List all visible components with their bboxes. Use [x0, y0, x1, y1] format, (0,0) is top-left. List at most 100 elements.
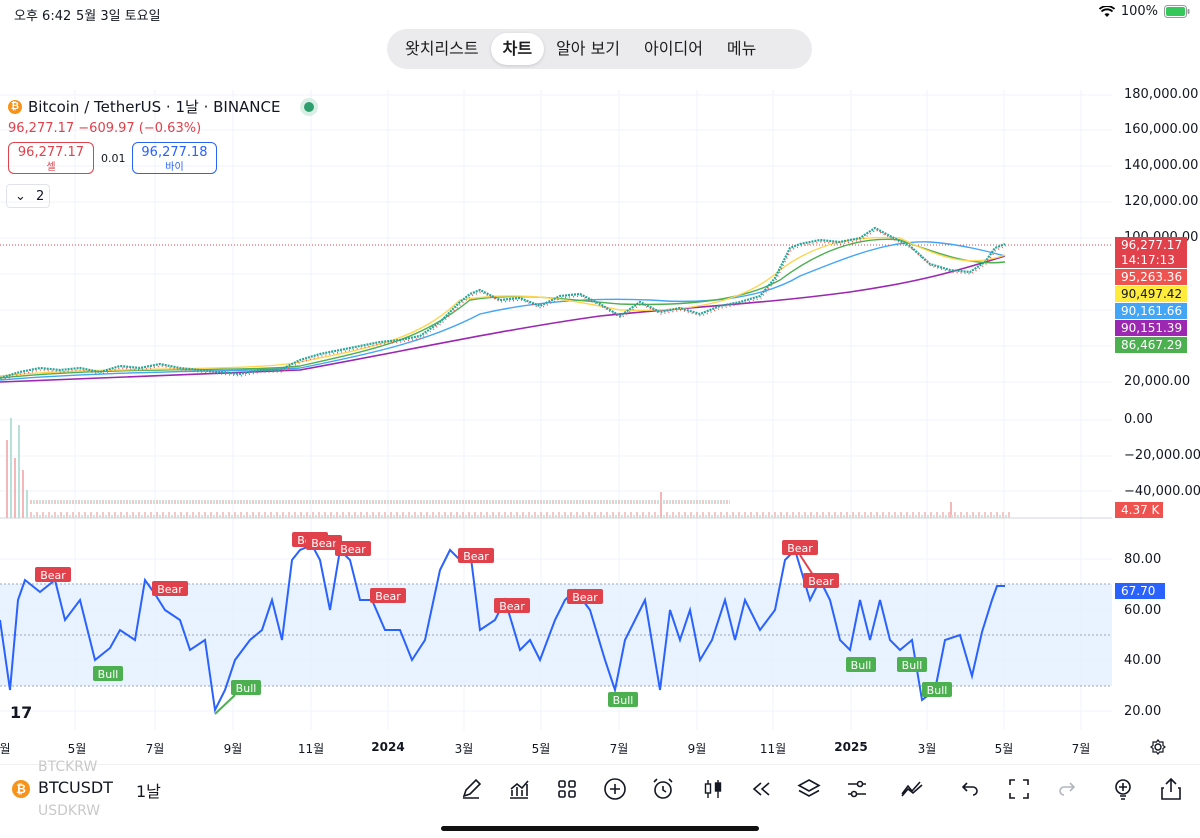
grid-icon[interactable]	[553, 775, 581, 803]
ma-blue-line	[0, 241, 1006, 381]
symbol-title[interactable]: ₿ Bitcoin / TetherUS · 1날 · BINANCE	[8, 96, 315, 117]
bull-label: Bull	[236, 682, 257, 695]
add-icon[interactable]	[601, 775, 629, 803]
indicators-count: 2	[36, 189, 45, 204]
ma-tag-red: 95,263.36	[1115, 269, 1187, 285]
undo-icon[interactable]	[956, 775, 984, 803]
share-icon[interactable]	[1157, 775, 1185, 803]
ma-tag-yellow: 90,497.42	[1115, 286, 1187, 302]
rsi-axis-label: 60.00	[1124, 603, 1162, 618]
bear-label: Bear	[340, 543, 366, 556]
chevron-down-icon: ⌄	[15, 189, 26, 204]
price-axis-label: 20,000.00	[1124, 374, 1191, 389]
bear-label: Bear	[499, 600, 525, 613]
time-axis-label: 3월	[454, 742, 474, 756]
time-axis-label: 7월	[1071, 742, 1091, 756]
main-tabs: 왓치리스트 차트 알아 보기 아이디어 메뉴	[387, 29, 812, 69]
bear-label: Bear	[463, 550, 489, 563]
bull-label: Bull	[927, 684, 948, 697]
sell-label: 셀	[46, 162, 56, 173]
price-axis-label: −20,000.00	[1124, 448, 1200, 463]
bottom-toolbar: BTCKRW ₿ BTCUSDT 1날 USDKRW	[0, 759, 1200, 819]
volume-bars	[6, 418, 952, 518]
buy-button[interactable]: 96,277.18 바이	[132, 142, 217, 174]
price-series-red	[0, 229, 1007, 381]
idea-icon[interactable]	[1109, 775, 1137, 803]
time-axis-label: 9월	[687, 742, 707, 756]
ma-yellow-line	[0, 236, 1006, 377]
status-bar: 오후 6:42 5월 3일 토요일 100%	[0, 0, 1200, 24]
fullscreen-icon[interactable]	[1005, 775, 1033, 803]
price-axis-label: 120,000.00	[1124, 194, 1199, 209]
status-right: 100%	[1098, 4, 1190, 19]
pen-icon[interactable]	[457, 775, 485, 803]
bull-label: Bull	[613, 694, 634, 707]
time-axis-label: 5월	[67, 742, 87, 756]
bull-label: Bull	[851, 659, 872, 672]
settings-icon[interactable]	[843, 775, 871, 803]
candles-icon[interactable]	[699, 775, 727, 803]
sell-button[interactable]: 96,277.17 셀	[8, 142, 94, 174]
rsi-line	[0, 543, 1005, 714]
tradingview-logo: 17	[10, 703, 33, 722]
time-axis-label: 2025	[834, 740, 868, 754]
symbol-selector[interactable]: BTCUSDT	[38, 778, 113, 797]
status-time: 오후 6:42	[14, 9, 72, 24]
bitcoin-icon: ₿	[8, 99, 22, 114]
symbol-title-text: Bitcoin / TetherUS · 1날 · BINANCE	[28, 98, 281, 116]
battery-icon	[1164, 5, 1190, 18]
price-axis-label: 160,000.00	[1124, 122, 1199, 137]
ghost-symbol-below: USDKRW	[38, 803, 101, 819]
countdown-tag: 14:17:13	[1115, 252, 1187, 268]
time-axis-label: 7월	[145, 742, 165, 756]
bear-label: Bear	[808, 575, 834, 588]
rsi-axis-label: 80.00	[1124, 552, 1162, 567]
tab-explore[interactable]: 알아 보기	[556, 39, 621, 58]
trend-icon[interactable]	[898, 775, 926, 803]
grid-lines	[0, 90, 1112, 730]
volume-tag: 4.37 K	[1115, 502, 1163, 518]
status-date: 5월 3일 토요일	[76, 9, 161, 24]
home-indicator[interactable]	[441, 826, 759, 831]
sell-price: 96,277.17	[17, 145, 85, 160]
ma-tag-purple: 90,151.39	[1115, 320, 1187, 336]
time-axis-label: 5월	[531, 742, 551, 756]
indicators-collapse-button[interactable]: ⌄ 2	[6, 184, 50, 208]
spread-value: 0.01	[101, 152, 126, 165]
bear-label: Bear	[572, 591, 598, 604]
tab-watchlist[interactable]: 왓치리스트	[405, 39, 479, 58]
tab-ideas[interactable]: 아이디어	[644, 39, 703, 58]
layers-icon[interactable]	[795, 775, 823, 803]
redo-icon[interactable]	[1053, 775, 1081, 803]
wifi-icon	[1098, 5, 1115, 17]
chart-canvas[interactable]: Bear Bear Bear Bear Bear Bear Bear Bear …	[0, 84, 1200, 764]
rsi-bull-line-1	[214, 694, 236, 715]
price-series	[0, 226, 1006, 380]
price-axis-label: −40,000.00	[1124, 484, 1200, 499]
time-axis-label: 11월	[759, 742, 787, 756]
current-price-tag: 96,277.17	[1115, 237, 1187, 253]
bear-label: Bear	[375, 590, 401, 603]
chart-settings-icon[interactable]	[1150, 739, 1166, 755]
bull-label: Bull	[902, 659, 923, 672]
time-axis-label: 11월	[297, 742, 325, 756]
bitcoin-icon: ₿	[12, 780, 30, 798]
ghost-symbol-above: BTCKRW	[38, 759, 98, 775]
price-axis-label: 180,000.00	[1124, 87, 1199, 102]
bear-label: Bear	[157, 583, 183, 596]
interval-selector[interactable]: 1날	[136, 782, 161, 801]
market-status-icon	[304, 101, 315, 112]
ma-tag-green: 86,467.29	[1115, 337, 1187, 353]
tab-chart[interactable]: 차트	[490, 33, 545, 65]
alarm-icon[interactable]	[649, 775, 677, 803]
replay-icon[interactable]	[747, 775, 775, 803]
time-axis-label: 9월	[223, 742, 243, 756]
bear-label: Bear	[787, 542, 813, 555]
indicators-icon[interactable]	[505, 775, 533, 803]
bull-labels: Bull Bull Bull Bull Bull Bull	[93, 657, 952, 707]
ma-tag-blue: 90,161.66	[1115, 303, 1187, 319]
ma-purple-line	[0, 255, 1006, 383]
time-axis-label: 5월	[994, 742, 1014, 756]
tab-menu[interactable]: 메뉴	[726, 39, 757, 58]
time-axis-label: 월	[0, 742, 11, 756]
